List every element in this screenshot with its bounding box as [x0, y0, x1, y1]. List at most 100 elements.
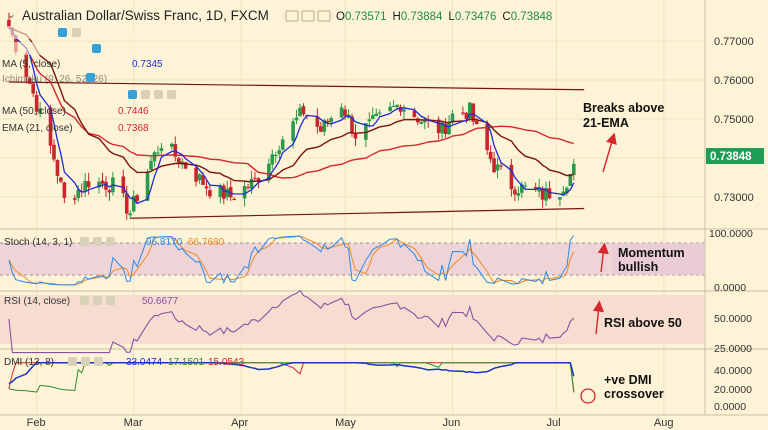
candle[interactable] [72, 194, 77, 205]
candle[interactable] [228, 180, 233, 201]
candle[interactable] [488, 145, 493, 163]
candle[interactable] [485, 120, 489, 155]
candle[interactable] [301, 103, 306, 117]
candle[interactable] [273, 151, 278, 163]
candle[interactable] [516, 186, 521, 201]
candle[interactable] [135, 193, 139, 203]
candle[interactable] [59, 176, 63, 184]
candle[interactable] [367, 112, 372, 128]
candle[interactable] [159, 142, 164, 155]
candle[interactable] [492, 151, 496, 173]
candle[interactable] [197, 173, 202, 184]
candle[interactable] [520, 181, 524, 199]
candle[interactable] [509, 159, 514, 197]
candle[interactable] [104, 176, 108, 197]
candle[interactable] [565, 186, 569, 196]
candle[interactable] [495, 157, 500, 179]
candle[interactable] [499, 162, 503, 170]
candle[interactable] [204, 180, 209, 196]
rsi-toolbar[interactable] [80, 296, 115, 305]
candle[interactable] [374, 108, 379, 117]
candle[interactable] [83, 173, 87, 198]
candle[interactable] [571, 158, 576, 181]
candle[interactable] [170, 142, 174, 150]
candle[interactable] [48, 104, 53, 154]
candle[interactable] [398, 104, 403, 116]
candle[interactable] [38, 101, 42, 118]
candle[interactable] [194, 163, 198, 187]
candle[interactable] [547, 181, 552, 200]
candle[interactable] [253, 171, 257, 181]
channel-upper-line[interactable] [8, 81, 585, 91]
candle[interactable] [436, 116, 441, 140]
ma50-line[interactable] [8, 27, 574, 179]
candle[interactable] [558, 197, 562, 207]
rsi-line[interactable] [8, 289, 575, 354]
candle[interactable] [294, 109, 299, 125]
dmi-adx-line[interactable] [8, 362, 575, 385]
settings-icon[interactable] [72, 28, 81, 37]
candle[interactable] [370, 107, 375, 120]
candle[interactable] [422, 116, 427, 130]
candle[interactable] [339, 103, 344, 119]
candle[interactable] [121, 169, 126, 198]
candle[interactable] [319, 121, 323, 133]
candle[interactable] [353, 124, 358, 147]
candle[interactable] [225, 180, 230, 201]
settings-icon[interactable] [301, 10, 315, 22]
stoch-k-line[interactable] [8, 235, 575, 286]
header-icons[interactable] [285, 10, 331, 22]
candle[interactable] [270, 149, 275, 170]
candle[interactable] [298, 103, 302, 117]
candle[interactable] [377, 109, 382, 116]
candle[interactable] [131, 190, 136, 213]
candle[interactable] [277, 145, 282, 159]
stoch-toolbar[interactable] [80, 237, 115, 246]
dmi-toolbar[interactable] [68, 357, 103, 366]
candle[interactable] [523, 181, 528, 190]
candle[interactable] [388, 101, 392, 113]
candle[interactable] [24, 50, 29, 84]
candle[interactable] [461, 106, 465, 116]
candle[interactable] [152, 150, 157, 167]
candle[interactable] [149, 156, 153, 171]
candle[interactable] [128, 210, 133, 220]
ma5-line[interactable] [8, 27, 575, 205]
channel-lower-line[interactable] [130, 207, 585, 219]
candle[interactable] [107, 189, 112, 201]
candle[interactable] [86, 172, 91, 195]
candle[interactable] [31, 82, 35, 97]
eye-icon[interactable] [86, 73, 95, 82]
candle[interactable] [280, 136, 285, 151]
candle[interactable] [27, 76, 32, 84]
close-icon[interactable] [317, 10, 331, 22]
candle[interactable] [513, 186, 517, 202]
candle[interactable] [221, 183, 226, 205]
candle[interactable] [62, 182, 67, 204]
candle[interactable] [533, 182, 538, 192]
candle[interactable] [246, 183, 250, 191]
candle[interactable] [443, 118, 448, 138]
candle[interactable] [55, 159, 60, 184]
eye-icon[interactable] [58, 28, 67, 37]
ema21-line[interactable] [8, 26, 575, 183]
candle[interactable] [364, 123, 368, 148]
collapse-icon[interactable]: ⌄ [6, 7, 16, 21]
ichimoku-toolbar[interactable] [128, 90, 176, 99]
price-channel[interactable] [8, 81, 585, 219]
candle[interactable] [208, 185, 212, 199]
candle[interactable] [329, 116, 334, 128]
candle[interactable] [315, 108, 320, 134]
visibility-icon[interactable] [285, 10, 299, 22]
candle[interactable] [52, 139, 56, 162]
candle[interactable] [124, 185, 129, 220]
candle[interactable] [34, 90, 39, 116]
candle[interactable] [156, 146, 160, 156]
candle[interactable] [468, 101, 472, 122]
candle[interactable] [232, 197, 236, 201]
candle[interactable] [561, 185, 566, 196]
candle[interactable] [100, 172, 105, 189]
eye-icon[interactable] [92, 44, 101, 53]
candle[interactable] [176, 156, 181, 168]
